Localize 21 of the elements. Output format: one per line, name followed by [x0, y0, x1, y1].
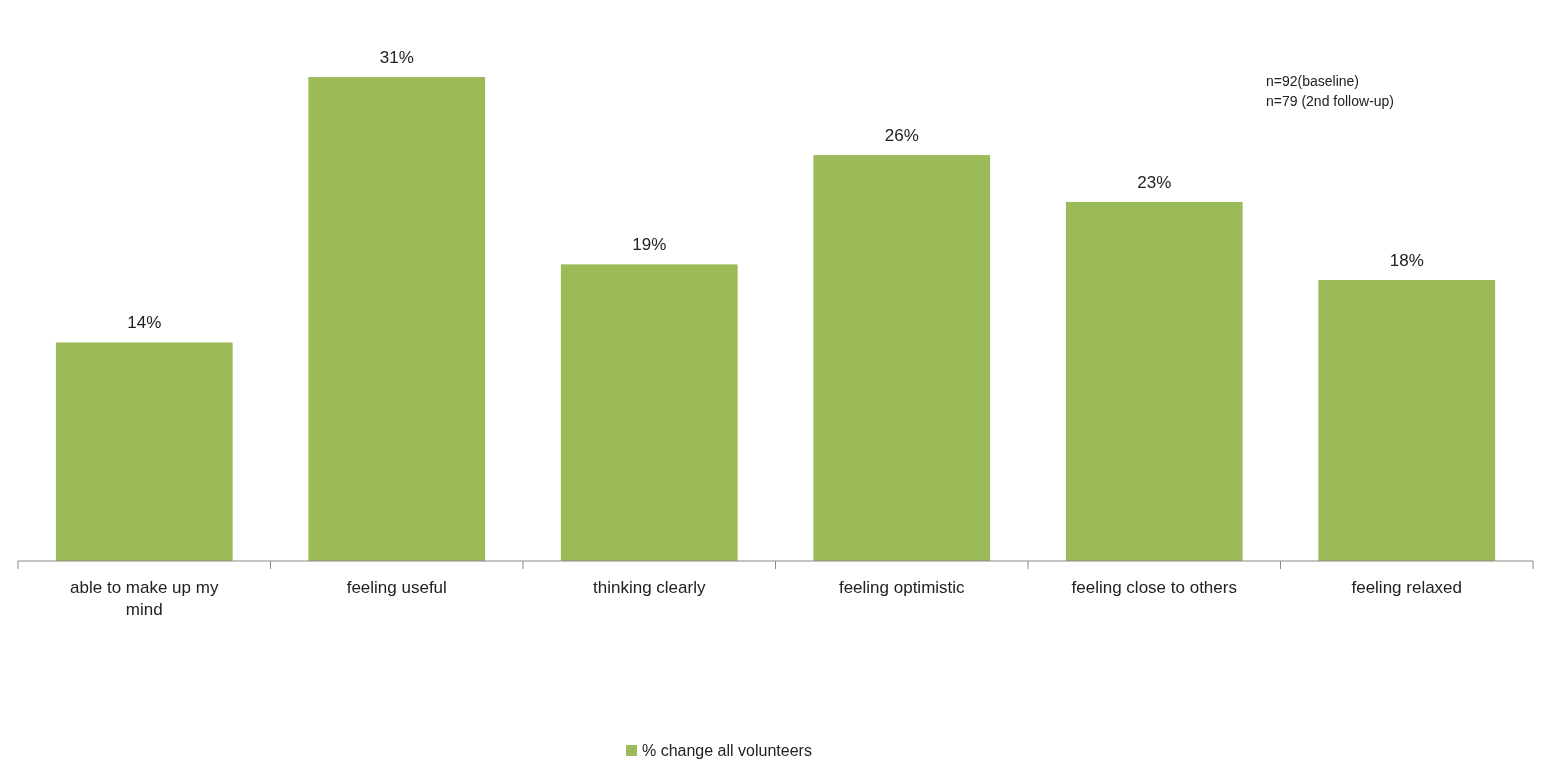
data-label: 19%: [632, 235, 667, 255]
data-label: 18%: [1389, 250, 1424, 270]
data-label: 26%: [884, 126, 919, 146]
x-tick-label: feeling useful: [346, 578, 447, 597]
annotation: n=79 (2nd follow-up): [1266, 93, 1395, 109]
data-label: 14%: [127, 313, 162, 333]
x-tick-label: feeling relaxed: [1351, 578, 1463, 597]
x-tick-label: feeling close to others: [1071, 578, 1237, 597]
annotation: n=92(baseline): [1266, 73, 1360, 89]
bar: [308, 77, 486, 561]
data-label: 23%: [1137, 172, 1172, 192]
bar: [1318, 279, 1496, 561]
legend-label: % change all volunteers: [642, 742, 812, 759]
x-tick-label: feeling optimistic: [838, 578, 966, 597]
x-tick-label: thinking clearly: [593, 578, 706, 597]
bar: [560, 264, 738, 561]
x-tick-label: able to make up my mind: [70, 578, 219, 619]
bar: [1065, 201, 1243, 561]
data-label: 31%: [379, 48, 414, 68]
bar: [813, 155, 991, 561]
bar: [55, 342, 233, 561]
